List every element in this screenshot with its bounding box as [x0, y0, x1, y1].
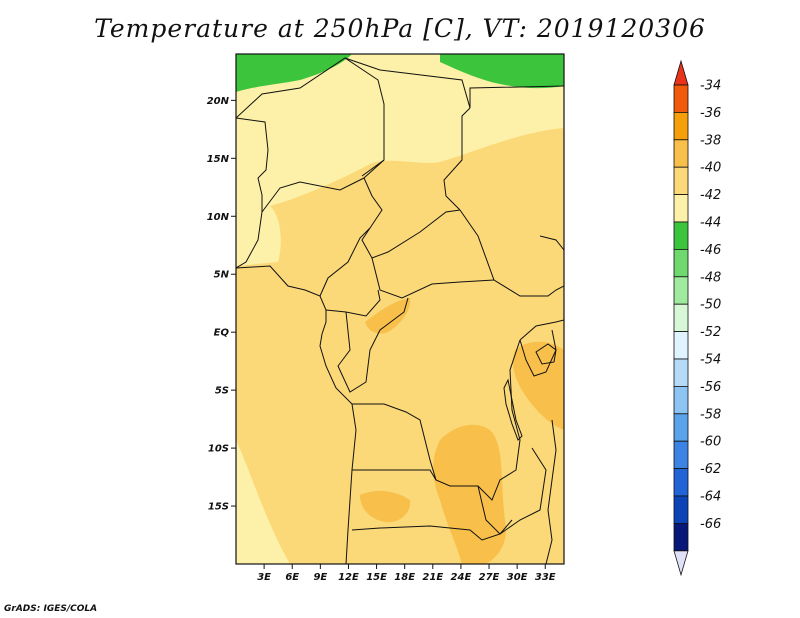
border-zambia — [477, 447, 547, 535]
coastline — [236, 117, 269, 269]
lon-tick-label: 9E — [313, 572, 327, 583]
border-east — [519, 319, 564, 377]
colorbar-swatch — [673, 413, 689, 442]
colorbar-label: -58 — [700, 407, 721, 422]
colorbar-top-arrow — [673, 59, 689, 86]
latitude-ticks: 20N 15N 10N 5N EQ 5S 10S 15S — [207, 96, 236, 513]
colorbar-label: -52 — [700, 325, 721, 340]
colorbar: -34 -36 -38 -40 -42 -44 -46 -48 -50 -52 -54 -56 -58 -… — [673, 59, 721, 577]
field-orange-patch-3 — [513, 341, 564, 430]
lat-tick-label: 10S — [208, 444, 229, 455]
colorbar-label: -64 — [700, 490, 721, 505]
lon-tick-label: 33E — [535, 572, 556, 583]
border-chad — [361, 159, 461, 259]
lat-tick-label: 5N — [214, 270, 230, 281]
field-orange-patch-4 — [365, 298, 411, 334]
colorbar-swatch — [673, 221, 689, 250]
colorbar-label: -56 — [700, 380, 721, 395]
colorbar-swatch — [673, 248, 689, 278]
map-title: Temperature at 250hPa [C], VT: 201912030… — [94, 14, 706, 43]
lon-tick-label: 27E — [479, 572, 500, 583]
coastline-gulf — [236, 265, 357, 564]
lake-victoria — [535, 343, 557, 365]
lon-tick-label: 15E — [366, 572, 387, 583]
grads-credit: GrADS: IGES/COLA — [4, 604, 98, 614]
colorbar-swatch — [673, 385, 689, 415]
longitude-ticks: 3E 6E 9E 12E 15E 18E 21E 24E 27E 30E 33E — [257, 564, 556, 583]
colorbar-swatch — [673, 358, 689, 387]
lon-tick-label: 21E — [422, 572, 443, 583]
colorbar-label: -44 — [700, 216, 721, 231]
field-pale-band — [236, 54, 564, 214]
colorbar-swatch — [673, 112, 689, 141]
colorbar-label: -48 — [700, 270, 721, 285]
colorbar-swatch — [673, 139, 689, 168]
border-north-1 — [236, 57, 385, 177]
lat-tick-label: 20N — [207, 96, 230, 107]
colorbar-swatch — [673, 276, 689, 305]
lat-tick-label: EQ — [214, 328, 230, 339]
field-pale-southwest — [236, 440, 290, 564]
border-sudan — [459, 209, 564, 297]
lon-tick-label: 3E — [257, 572, 271, 583]
colorbar-label: -46 — [700, 243, 721, 258]
colorbar-label: -66 — [700, 517, 721, 532]
colorbar-label: -54 — [700, 353, 721, 368]
border-north-3 — [443, 107, 471, 211]
lon-tick-label: 12E — [338, 572, 359, 583]
lon-tick-label: 24E — [451, 572, 472, 583]
lon-tick-label: 6E — [285, 572, 299, 583]
temperature-field — [236, 54, 564, 564]
colorbar-bottom-arrow — [673, 550, 689, 577]
colorbar-label: -50 — [700, 298, 721, 313]
field-green-east — [440, 54, 564, 89]
colorbar-swatch — [673, 331, 689, 360]
colorbar-swatch — [673, 84, 689, 113]
border-congo — [337, 297, 409, 393]
border-north-2 — [344, 57, 564, 109]
lat-tick-label: 15S — [208, 502, 229, 513]
border-car — [371, 257, 495, 299]
border-nigeria — [261, 177, 371, 297]
colorbar-label: -60 — [700, 435, 721, 450]
colorbar-swatch — [673, 440, 689, 470]
border-east-africa — [539, 235, 564, 564]
field-orange-patch-1 — [433, 424, 506, 564]
colorbar-swatch — [673, 166, 689, 195]
lat-tick-label: 5S — [215, 386, 229, 397]
colorbar-label: -62 — [700, 462, 721, 477]
colorbar-label: -36 — [700, 106, 721, 121]
colorbar-label: -38 — [700, 133, 721, 148]
colorbar-label: -40 — [700, 161, 721, 176]
border-cameroon — [325, 289, 381, 317]
colorbar-label: -34 — [700, 79, 721, 94]
colorbar-swatch — [673, 303, 689, 333]
colorbar-label: -42 — [700, 188, 721, 203]
colorbar-swatch — [673, 468, 689, 497]
colorbar-swatch — [673, 194, 689, 223]
lon-tick-label: 18E — [394, 572, 415, 583]
colorbar-swatch — [673, 495, 689, 524]
map-frame — [235, 53, 565, 565]
field-orange-patch-2 — [360, 490, 411, 523]
borders — [236, 57, 564, 564]
lon-tick-label: 30E — [507, 572, 528, 583]
colorbar-swatch — [673, 523, 689, 552]
lat-tick-label: 10N — [207, 212, 230, 223]
field-green-west — [236, 54, 352, 92]
lat-tick-label: 15N — [207, 154, 230, 165]
lake-tanganyika — [503, 378, 523, 441]
